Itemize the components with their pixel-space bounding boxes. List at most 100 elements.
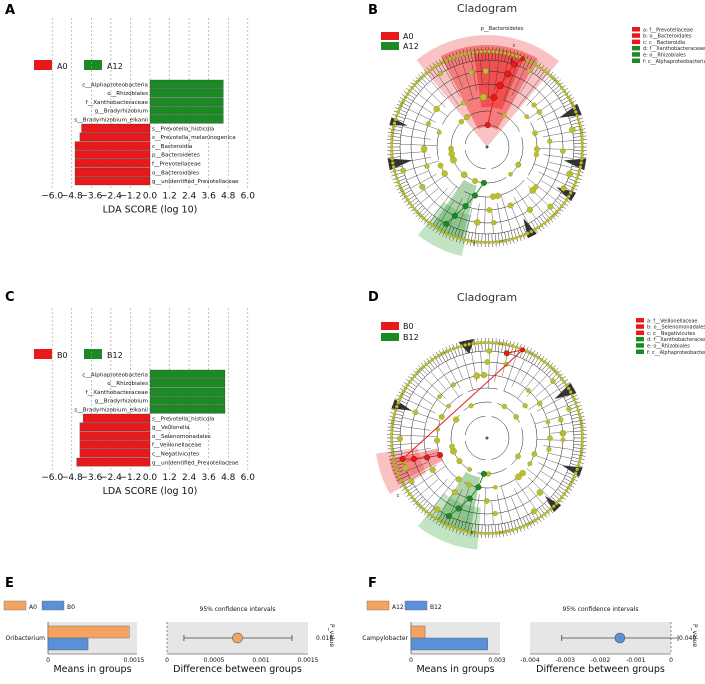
lda-bar-label: f__Xanthobacteraceae [86,100,149,106]
clade-branch [454,357,463,378]
clade-leaf-node [507,52,510,55]
clade-leaf-spoke [571,460,584,463]
clade-node [453,417,459,423]
clade-leaf-spoke [574,431,587,432]
lda-tick-label: 6.0 [241,192,256,202]
clade-leaf-node [456,346,459,349]
clade-node [493,485,497,489]
clade-leaf-node [425,363,428,366]
clade-leaf-node [537,356,540,359]
clade-leaf-node [581,149,584,152]
clade-branch [495,352,499,382]
clade-leaf-node [421,216,424,219]
lda-bar-label: s__Prevotella_histicola [152,126,214,132]
lda-tick-label: 0.0 [143,473,158,483]
clade-node [452,489,458,495]
clade-leaf-spoke [388,427,401,428]
clade-legend-swatch [636,343,644,348]
lda-bar-label: f__Xanthobacteraceae [86,390,149,396]
clade-leaf-node [471,342,474,345]
clade-leaf-spoke [573,454,586,456]
ext-means-bar [48,626,129,638]
clade-leaf-node [580,452,583,455]
clade-node [515,474,521,480]
lda-bar-label: s__Prevotella_histicola [152,416,214,422]
lda-chart-c: c__Alphaproteobacteriao__Rhizobialesf__X… [41,308,255,497]
lda-bar-label: o__Selenomonadales [152,434,211,440]
clade-highlight-node [491,94,497,100]
ext-legend-label: B0 [67,604,75,611]
clade-node [409,479,415,485]
clade-node [402,465,408,471]
ext-diff-tick: -0.002 [591,657,611,664]
clade-leaf-node [464,529,467,532]
clade-leaf-spoke [478,338,479,351]
clade-leaf-node [552,505,555,508]
clade-leaf-spoke [573,451,586,453]
clade-leaf-node [483,50,486,53]
clade-leaf-node [573,475,576,478]
clade-leaf-spoke [478,234,479,247]
ext-feature-label: Oribacterium [6,635,46,642]
clade-leaf-node [576,177,579,180]
lda-tick-label: 6.0 [241,473,256,483]
clade-leaf-node [495,240,498,243]
clade-leaf-node [398,398,401,401]
clade-leaf-node [511,344,514,347]
clade-leaf-node [491,241,494,244]
lda-bar-label: g__Bradyrhizobium [95,399,148,405]
clade-leaf-node [400,394,403,397]
clade-leaf-node [487,50,490,53]
clade-sector-label: f [471,531,473,537]
clade-leaf-node [392,456,395,459]
clade-leaf-node [471,51,474,54]
ext-diff-tick: 0.0015 [298,657,319,664]
clade-leaf-node [563,493,566,496]
clade-leaf-node [487,532,490,535]
clade-leaf-node [445,232,448,235]
clade-leaf-node [431,515,434,518]
clade-leaf-node [390,444,393,447]
clade-branch [406,171,427,180]
clade-leaf-node [464,343,467,346]
clade-leaf-node [549,216,552,219]
ext-ci-title: 95% confidence intervals [563,606,639,613]
lda-bar-label: s__Prevotella_melaninogenica [152,135,236,141]
clade-leaf-node [565,93,568,96]
lda-bar [150,388,225,396]
clade-branch [541,472,561,484]
clade-leaf-node [567,486,570,489]
ext-diff-tick: -0.004 [520,657,540,664]
clade-leaf-node [581,440,584,443]
clade-leaf-node [515,236,518,239]
clade-leaf-node [391,448,394,451]
clade-branch [526,375,547,397]
clade-branch [484,197,485,234]
clade-leaf-node [540,515,543,518]
ext-diff-tick: 0 [165,657,169,664]
clade-leaf-node [546,219,549,222]
clade-node [537,109,542,114]
clade-leaf-node [558,83,561,86]
clade-legend-swatch [632,40,640,45]
clade-leaf-node [441,521,444,524]
clade-leaf-spoke [392,114,404,118]
clade-node [537,489,543,495]
clade-node [459,119,464,124]
clade-leaf-node [428,512,431,515]
clade-node [434,438,440,444]
clade-leaf-node [394,118,397,121]
clade-node [437,130,442,135]
clade-leaf-node [530,521,533,524]
lda-bar [75,168,150,176]
clade-legend-label: a: f__Prevotellaceae [643,27,693,33]
clade-leaf-node [434,226,437,229]
ext-diff-tick: 0.0005 [204,657,225,664]
clade-leaf-node [425,219,428,222]
clade-leaf-node [438,519,441,522]
clade-node [514,414,519,419]
clade-node [473,373,480,380]
clade-leaf-node [577,173,580,176]
clade-leaf-node [445,523,448,526]
